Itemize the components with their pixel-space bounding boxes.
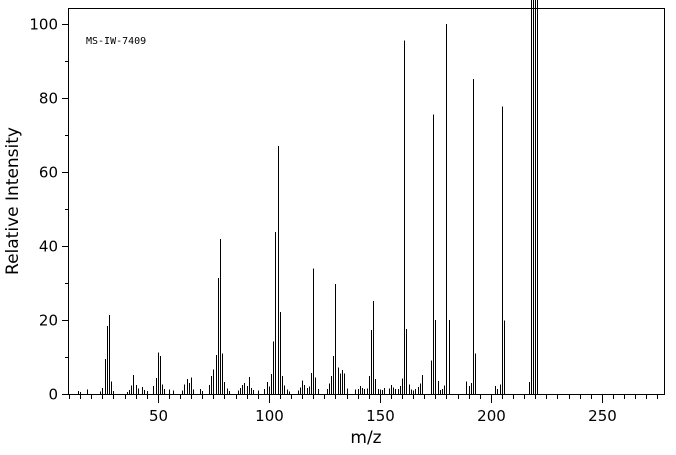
x-axis-tick-label: 100 [255, 407, 284, 425]
peak-series [78, 0, 538, 394]
y-axis-tick-label: 20 [39, 311, 58, 329]
y-axis-tick-label: 80 [39, 89, 58, 107]
y-axis-tick-label: 40 [39, 237, 58, 255]
x-axis-tick-labels: 50 100 150 200 250 [149, 407, 617, 425]
y-axis-tick-label: 100 [29, 15, 58, 33]
spectrum-id-label: MS-IW-7409 [86, 36, 146, 47]
x-axis-tick-label: 150 [366, 407, 395, 425]
x-axis-tick-label: 200 [477, 407, 506, 425]
plot-frame [67, 7, 666, 396]
y-axis-title: Relative Intensity [3, 127, 23, 275]
x-axis-ticks [69, 394, 658, 403]
y-axis-tick-labels: 0 20 40 60 80 100 [29, 15, 58, 403]
y-axis-ticks [62, 23, 69, 395]
x-axis-tick-label: 50 [149, 407, 168, 425]
x-axis-tick-label: 250 [588, 407, 617, 425]
x-axis-title: m/z [350, 428, 381, 448]
y-axis-tick-label: 0 [48, 386, 58, 404]
y-axis-tick-label: 60 [39, 163, 58, 181]
